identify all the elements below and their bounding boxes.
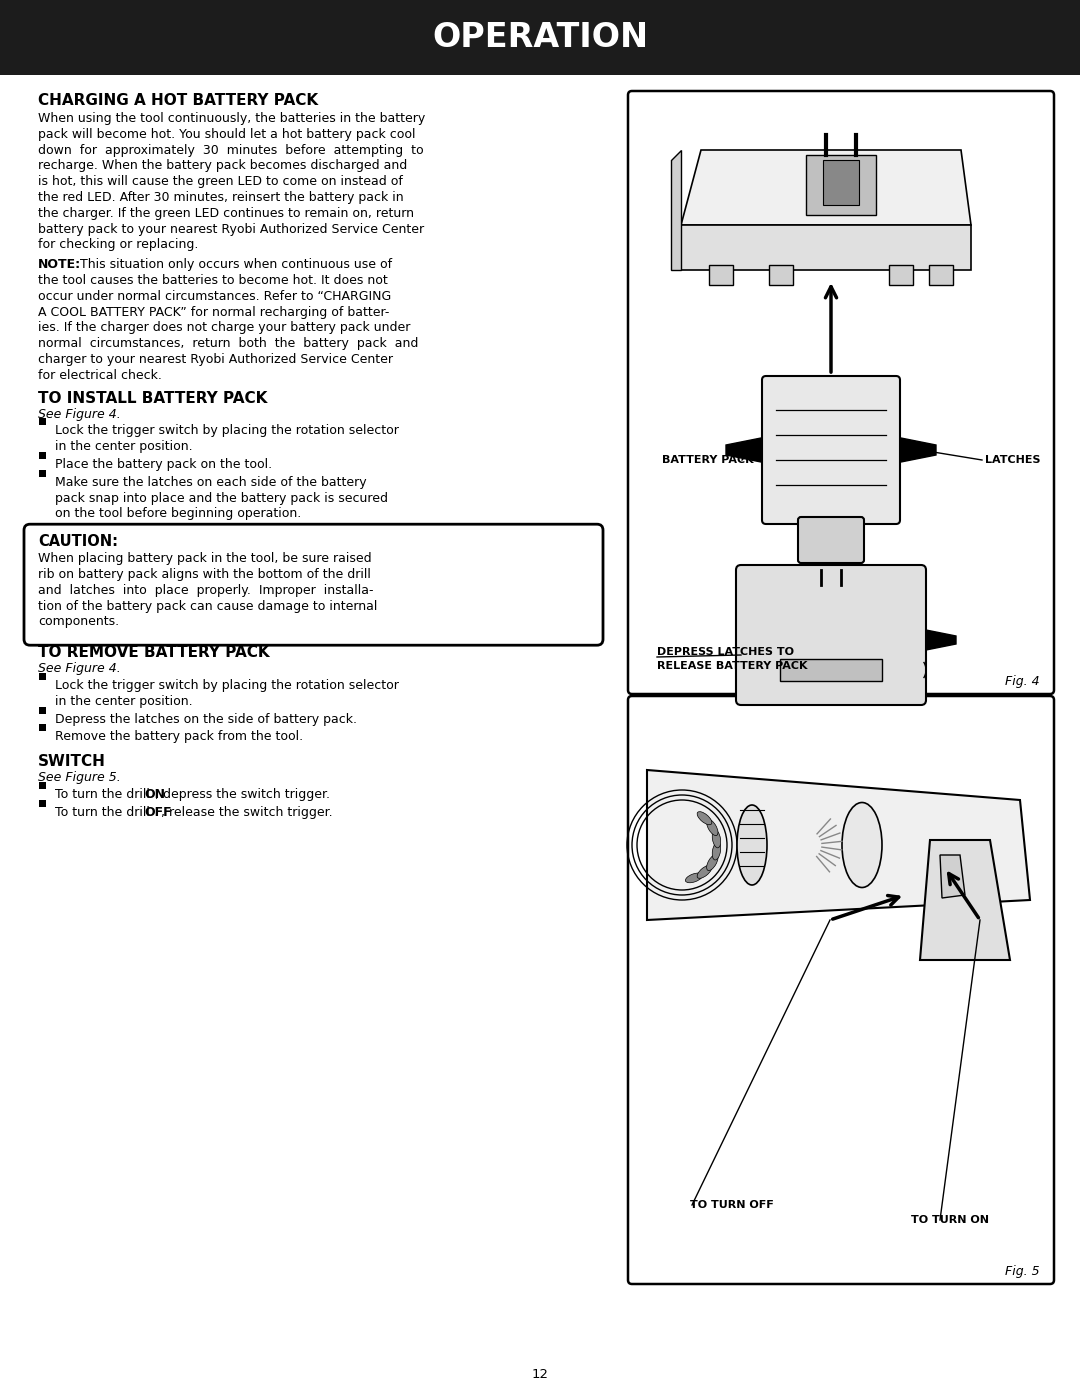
Text: Remove the battery pack from the tool.: Remove the battery pack from the tool. [55, 731, 303, 743]
Bar [39, 782, 46, 789]
Text: DEPRESS LATCHES TO: DEPRESS LATCHES TO [657, 647, 794, 657]
Text: , release the switch trigger.: , release the switch trigger. [161, 806, 333, 819]
Text: NOTE:: NOTE: [38, 258, 81, 271]
Text: tion of the battery pack can cause damage to internal: tion of the battery pack can cause damag… [38, 599, 377, 613]
Bar [0, 0, 1080, 75]
Polygon shape [920, 840, 1010, 960]
Polygon shape [671, 149, 681, 270]
Text: Fig. 5: Fig. 5 [1005, 1266, 1040, 1278]
Text: for checking or replacing.: for checking or replacing. [38, 239, 199, 251]
Bar [889, 265, 913, 285]
Text: BATTERY PACK: BATTERY PACK [662, 455, 754, 465]
Text: See Figure 4.: See Figure 4. [38, 662, 121, 675]
Text: battery pack to your nearest Ryobi Authorized Service Center: battery pack to your nearest Ryobi Autho… [38, 222, 424, 236]
Text: See Figure 4.: See Figure 4. [38, 408, 121, 420]
Text: When placing battery pack in the tool, be sure raised: When placing battery pack in the tool, b… [38, 552, 372, 566]
Polygon shape [806, 155, 876, 215]
Text: This situation only occurs when continuous use of: This situation only occurs when continuo… [76, 258, 392, 271]
Ellipse shape [706, 820, 718, 835]
Text: Lock the trigger switch by placing the rotation selector: Lock the trigger switch by placing the r… [55, 679, 399, 692]
Ellipse shape [697, 812, 712, 824]
Polygon shape [940, 855, 966, 898]
Text: , depress the switch trigger.: , depress the switch trigger. [156, 788, 330, 800]
Polygon shape [823, 161, 859, 205]
Text: Depress the latches on the side of battery pack.: Depress the latches on the side of batte… [55, 712, 357, 725]
Text: is hot, this will cause the green LED to come on instead of: is hot, this will cause the green LED to… [38, 175, 403, 189]
Text: 12: 12 [531, 1369, 549, 1382]
Text: RELEASE BATTERY PACK: RELEASE BATTERY PACK [657, 661, 808, 671]
FancyBboxPatch shape [735, 564, 926, 705]
Text: in the center position.: in the center position. [55, 694, 192, 708]
Bar [769, 265, 793, 285]
FancyBboxPatch shape [627, 91, 1054, 694]
Text: LATCHES: LATCHES [985, 455, 1040, 465]
Ellipse shape [712, 830, 720, 848]
Text: components.: components. [38, 616, 119, 629]
Text: TO INSTALL BATTERY PACK: TO INSTALL BATTERY PACK [38, 391, 268, 405]
Text: CAUTION:: CAUTION: [38, 534, 118, 549]
Bar [39, 800, 46, 807]
Bar [708, 265, 733, 285]
Text: See Figure 5.: See Figure 5. [38, 771, 121, 784]
Text: charger to your nearest Ryobi Authorized Service Center: charger to your nearest Ryobi Authorized… [38, 353, 393, 366]
Ellipse shape [737, 805, 767, 886]
Text: SWITCH: SWITCH [38, 754, 106, 770]
Text: in the center position.: in the center position. [55, 440, 192, 453]
Bar [929, 265, 953, 285]
Bar [39, 725, 46, 732]
Text: CHARGING A HOT BATTERY PACK: CHARGING A HOT BATTERY PACK [38, 94, 319, 108]
Bar [39, 707, 46, 714]
Text: on the tool before beginning operation.: on the tool before beginning operation. [55, 507, 301, 521]
Text: the tool causes the batteries to become hot. It does not: the tool causes the batteries to become … [38, 274, 388, 286]
Text: Fig. 4: Fig. 4 [1005, 676, 1040, 689]
Text: down  for  approximately  30  minutes  before  attempting  to: down for approximately 30 minutes before… [38, 144, 423, 156]
Polygon shape [681, 149, 971, 225]
Text: occur under normal circumstances. Refer to “CHARGING: occur under normal circumstances. Refer … [38, 289, 391, 303]
Text: the charger. If the green LED continues to remain on, return: the charger. If the green LED continues … [38, 207, 414, 219]
Text: rib on battery pack aligns with the bottom of the drill: rib on battery pack aligns with the bott… [38, 569, 370, 581]
Text: normal  circumstances,  return  both  the  battery  pack  and: normal circumstances, return both the ba… [38, 337, 418, 351]
Polygon shape [681, 225, 971, 270]
Text: OFF: OFF [144, 806, 172, 819]
Text: TO TURN ON: TO TURN ON [912, 1215, 989, 1225]
Text: pack will become hot. You should let a hot battery pack cool: pack will become hot. You should let a h… [38, 127, 416, 141]
Text: and  latches  into  place  properly.  Improper  installa-: and latches into place properly. Imprope… [38, 584, 374, 597]
Text: TO REMOVE BATTERY PACK: TO REMOVE BATTERY PACK [38, 645, 270, 661]
Ellipse shape [842, 802, 882, 887]
Ellipse shape [706, 855, 718, 870]
Text: for electrical check.: for electrical check. [38, 369, 162, 381]
FancyBboxPatch shape [24, 524, 603, 645]
Text: Lock the trigger switch by placing the rotation selector: Lock the trigger switch by placing the r… [55, 425, 399, 437]
Polygon shape [647, 770, 1030, 921]
Ellipse shape [686, 873, 702, 883]
Text: the red LED. After 30 minutes, reinsert the battery pack in: the red LED. After 30 minutes, reinsert … [38, 191, 404, 204]
Text: When using the tool continuously, the batteries in the battery: When using the tool continuously, the ba… [38, 112, 426, 124]
Polygon shape [726, 439, 761, 462]
Ellipse shape [712, 842, 720, 861]
Text: OPERATION: OPERATION [432, 21, 648, 54]
Text: pack snap into place and the battery pack is secured: pack snap into place and the battery pac… [55, 492, 388, 504]
Bar [39, 453, 46, 460]
Text: recharge. When the battery pack becomes discharged and: recharge. When the battery pack becomes … [38, 159, 407, 172]
FancyBboxPatch shape [780, 659, 882, 680]
Text: To turn the drill: To turn the drill [55, 788, 153, 800]
Text: ies. If the charger does not charge your battery pack under: ies. If the charger does not charge your… [38, 321, 410, 334]
Bar [39, 673, 46, 680]
Polygon shape [901, 439, 936, 462]
Ellipse shape [697, 865, 712, 879]
Text: Make sure the latches on each side of the battery: Make sure the latches on each side of th… [55, 476, 366, 489]
FancyBboxPatch shape [627, 696, 1054, 1284]
Text: Place the battery pack on the tool.: Place the battery pack on the tool. [55, 458, 272, 471]
Bar [39, 418, 46, 426]
Bar [39, 469, 46, 476]
Text: TO TURN OFF: TO TURN OFF [690, 1200, 774, 1210]
Polygon shape [926, 630, 956, 650]
Text: ON: ON [144, 788, 165, 800]
Text: A COOL BATTERY PACK” for normal recharging of batter-: A COOL BATTERY PACK” for normal rechargi… [38, 306, 390, 319]
FancyBboxPatch shape [762, 376, 900, 524]
FancyBboxPatch shape [798, 517, 864, 563]
Text: To turn the drill: To turn the drill [55, 806, 153, 819]
